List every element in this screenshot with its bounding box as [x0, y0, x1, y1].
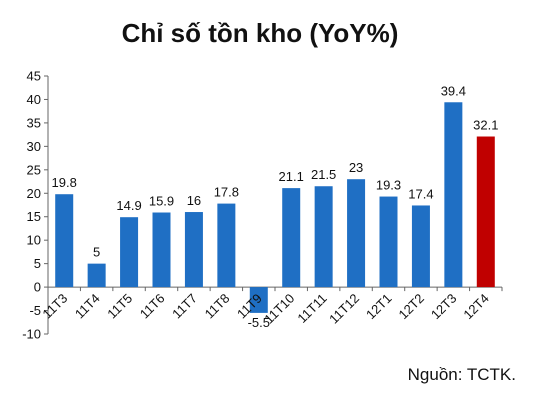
y-tick-label: 10 [27, 233, 41, 248]
y-tick-label: 25 [27, 162, 41, 177]
value-label-11T9: -5.5 [248, 315, 270, 330]
value-label-11T11: 21.5 [311, 167, 336, 182]
value-label-11T6: 15.9 [149, 194, 174, 209]
y-tick-label: 45 [27, 69, 41, 84]
y-tick-label: 15 [27, 209, 41, 224]
y-tick-label: -5 [29, 303, 41, 318]
category-label-11T5: 11T5 [104, 291, 135, 322]
category-label-11T11: 11T11 [294, 291, 329, 326]
bar-11T5 [120, 217, 139, 288]
value-label-11T3: 19.8 [52, 175, 77, 190]
y-tick-label: 0 [34, 280, 41, 295]
y-tick-label: 40 [27, 92, 41, 107]
bar-11T10 [282, 188, 301, 288]
value-label-12T3: 39.4 [441, 83, 466, 98]
source-note: Nguồn: TCTK. [407, 365, 516, 384]
bar-11T9 [249, 287, 268, 313]
bar-12T1 [379, 196, 398, 288]
bar-12T3 [444, 102, 463, 288]
category-label-11T7: 11T7 [169, 291, 200, 322]
value-label-11T4: 5 [93, 245, 100, 260]
bar-11T12 [347, 179, 366, 288]
bar-11T8 [217, 203, 236, 288]
chart-title: Chỉ số tồn kho (YoY%) [121, 18, 399, 48]
bar-12T4 [476, 136, 495, 288]
value-label-11T8: 17.8 [214, 185, 239, 200]
category-label-11T6: 11T6 [137, 291, 168, 322]
y-tick-label: -10 [22, 327, 41, 342]
value-label-11T10: 21.1 [279, 169, 304, 184]
value-label-11T5: 14.9 [116, 198, 141, 213]
category-label-12T1: 12T1 [363, 291, 395, 323]
bar-11T4 [87, 263, 106, 288]
category-label-12T3: 12T3 [428, 291, 460, 323]
y-tick-label: 5 [34, 256, 41, 271]
bar-12T2 [411, 205, 430, 288]
bar-11T7 [184, 212, 203, 288]
category-label-11T4: 11T4 [72, 291, 103, 322]
bar-11T11 [314, 186, 333, 288]
value-label-11T7: 16 [187, 193, 201, 208]
bar-11T6 [152, 212, 171, 288]
category-label-11T12: 11T12 [326, 291, 362, 327]
category-label-11T8: 11T8 [202, 291, 233, 322]
category-label-12T4: 12T4 [460, 291, 492, 323]
bar-11T3 [55, 194, 74, 288]
value-label-12T4: 32.1 [473, 118, 498, 133]
value-label-12T1: 19.3 [376, 178, 401, 193]
y-tick-label: 30 [27, 139, 41, 154]
category-label-12T2: 12T2 [395, 291, 427, 323]
y-tick-label: 20 [27, 186, 41, 201]
y-tick-label: 35 [27, 115, 41, 130]
value-label-12T2: 17.4 [408, 186, 433, 201]
category-label-11T3: 11T3 [39, 291, 70, 322]
value-label-11T12: 23 [349, 160, 363, 175]
